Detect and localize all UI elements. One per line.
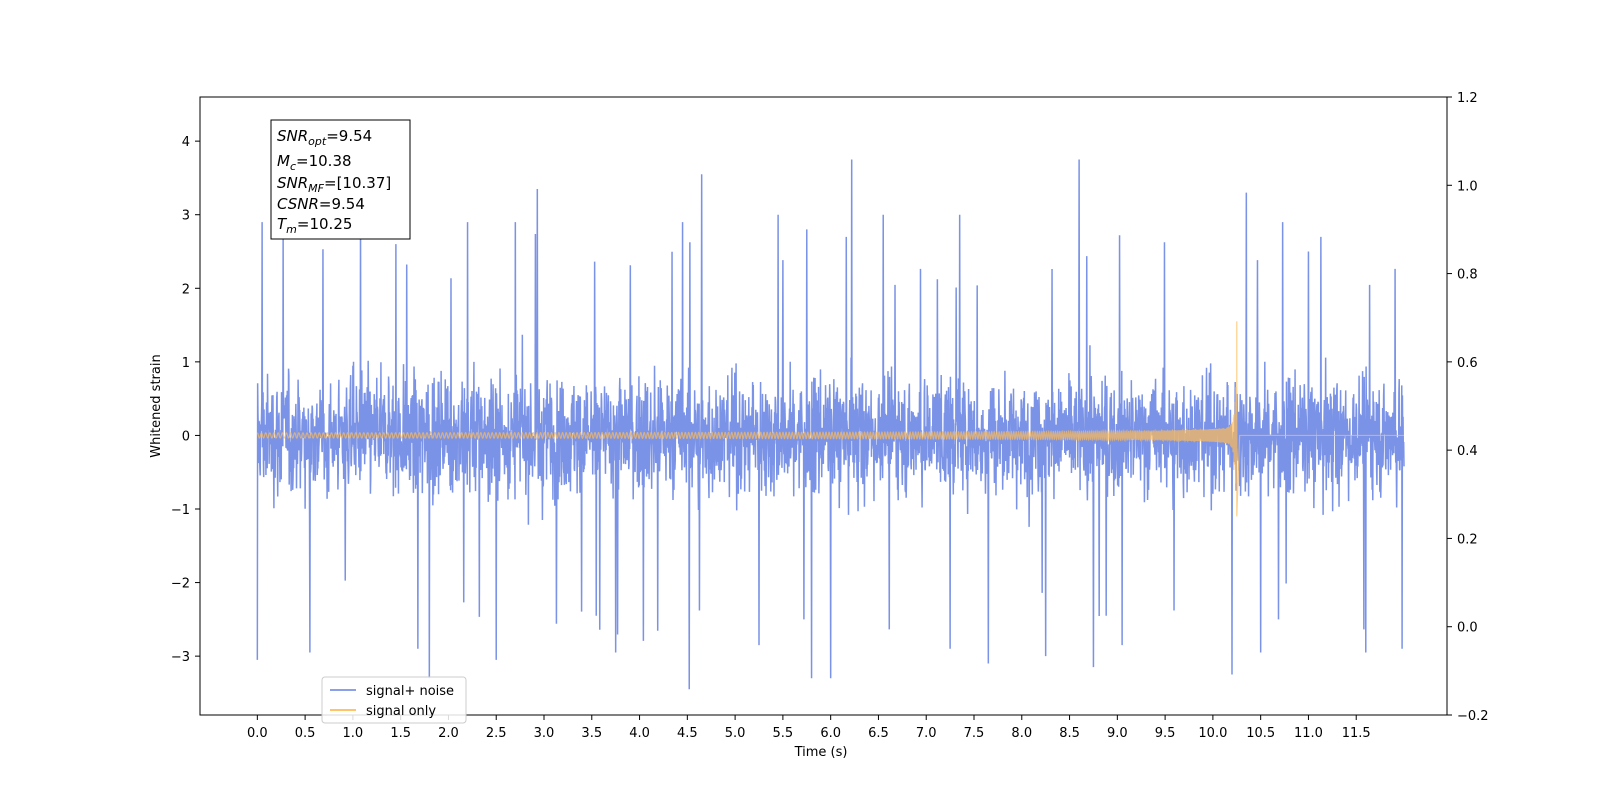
y-axis-right: −0.2 0.0 0.2 0.4 0.6 0.8 1.0 1.2 xyxy=(1447,91,1489,724)
x-tick-label: 11.0 xyxy=(1294,726,1323,741)
y2-tick-label: 1.2 xyxy=(1457,91,1478,106)
y2-tick-label: 0.6 xyxy=(1457,356,1478,371)
x-tick-label: 7.0 xyxy=(916,726,937,741)
x-tick-label: 3.5 xyxy=(581,726,602,741)
annotation-line: SNRopt=9.54 xyxy=(277,127,372,148)
annotation-line: Mc=10.38 xyxy=(277,152,352,173)
x-tick-label: 10.5 xyxy=(1246,726,1275,741)
annotation-box: SNRopt=9.54Mc=10.38SNRMF=[10.37]CSNR=9.5… xyxy=(270,119,411,240)
x-axis: 0.0 0.5 1.0 1.5 2.0 2.5 3.0 3.5 4.0 4.5 5.0 5.5 6.0 6… xyxy=(247,715,1371,741)
x-tick-label: 5.5 xyxy=(773,726,794,741)
x-tick-label: 0.5 xyxy=(295,726,316,741)
annotation-subscript: c xyxy=(290,160,296,173)
y-tick-label: 3 xyxy=(182,209,190,224)
y2-tick-label: 0.0 xyxy=(1457,621,1478,636)
x-tick-label: 9.5 xyxy=(1155,726,1176,741)
x-tick-label: 2.5 xyxy=(486,726,507,741)
annotation-subscript: opt xyxy=(308,135,327,148)
y2-tick-label: 0.4 xyxy=(1457,444,1478,459)
x-tick-label: 6.0 xyxy=(820,726,841,741)
x-tick-label: 1.0 xyxy=(343,726,364,741)
y-axis-title: Whitened strain xyxy=(149,354,164,457)
x-tick-label: 7.5 xyxy=(964,726,985,741)
annotation-line: Tm=10.25 xyxy=(277,215,352,236)
y2-tick-label: −0.2 xyxy=(1457,709,1489,724)
legend: signal+ noise signal only xyxy=(321,676,467,724)
series-layer xyxy=(256,159,1405,690)
annotation-symbol: M xyxy=(277,152,290,170)
x-tick-label: 6.5 xyxy=(868,726,889,741)
annotation-value: =9.54 xyxy=(326,127,372,145)
x-tick-label: 0.0 xyxy=(247,726,268,741)
x-tick-label: 8.5 xyxy=(1059,726,1080,741)
annotation-value: =9.54 xyxy=(319,195,365,213)
series-line-signal-only xyxy=(257,321,1404,517)
annotation-symbol: SNR xyxy=(277,127,308,145)
x-tick-label: 5.0 xyxy=(725,726,746,741)
x-tick-label: 4.0 xyxy=(629,726,650,741)
legend-label: signal only xyxy=(366,704,436,719)
y-tick-label: 2 xyxy=(182,282,190,297)
y-tick-label: 0 xyxy=(182,429,190,444)
legend-label: signal+ noise xyxy=(366,684,454,699)
annotation-subscript: m xyxy=(286,223,297,236)
x-tick-label: 9.0 xyxy=(1107,726,1128,741)
x-tick-label: 2.0 xyxy=(438,726,459,741)
x-axis-title: Time (s) xyxy=(794,745,848,760)
annotation-value: =10.38 xyxy=(296,152,352,170)
annotation-symbol: SNR xyxy=(277,174,308,192)
x-tick-label: 1.5 xyxy=(390,726,411,741)
y2-tick-label: 1.0 xyxy=(1457,179,1478,194)
annotation-symbol: T xyxy=(277,215,288,233)
annotation-line: SNRMF=[10.37] xyxy=(277,174,391,195)
annotation-subscript: MF xyxy=(308,182,324,195)
legend-frame xyxy=(321,676,467,724)
y-tick-label: 1 xyxy=(182,356,190,371)
x-tick-label: 4.5 xyxy=(677,726,698,741)
x-tick-label: 11.5 xyxy=(1342,726,1371,741)
y-tick-label: 4 xyxy=(182,135,190,150)
annotation-value: =[10.37] xyxy=(324,174,391,192)
series-line-signal-noise xyxy=(256,159,1405,690)
annotation-symbol: CSNR xyxy=(277,195,319,213)
plot-frame xyxy=(199,96,1448,716)
x-tick-label: 10.0 xyxy=(1198,726,1227,741)
annotation-line: CSNR=9.54 xyxy=(277,195,365,213)
y-tick-label: −3 xyxy=(171,650,190,665)
y-axis-left: −3 −2 −1 0 1 2 3 4 xyxy=(171,135,200,665)
annotation-value: =10.25 xyxy=(297,215,353,233)
y2-tick-label: 0.2 xyxy=(1457,532,1478,547)
x-tick-label: 3.0 xyxy=(534,726,555,741)
x-tick-label: 8.0 xyxy=(1011,726,1032,741)
y-tick-label: −2 xyxy=(171,577,190,592)
y2-tick-label: 0.8 xyxy=(1457,268,1478,283)
y-tick-label: −1 xyxy=(171,503,190,518)
